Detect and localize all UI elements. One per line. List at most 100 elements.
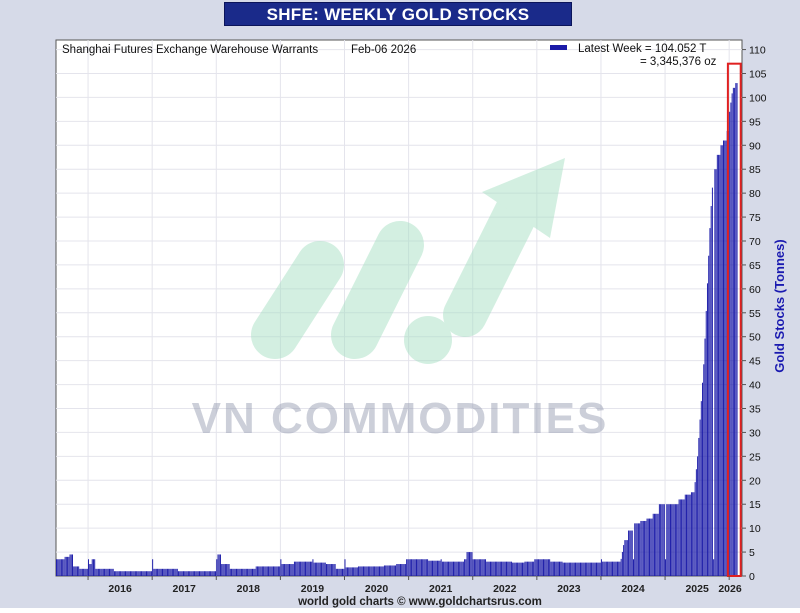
data-bar: [148, 571, 150, 576]
data-bar: [687, 494, 689, 576]
data-bar: [655, 513, 657, 576]
data-bar: [364, 566, 366, 576]
data-bar: [597, 562, 599, 576]
data-bar: [63, 559, 65, 576]
data-bar: [660, 504, 662, 576]
data-bar: [339, 568, 341, 576]
data-bar: [419, 559, 421, 576]
chart-title: SHFE: WEEKLY GOLD STOCKS: [266, 5, 530, 24]
data-bar: [57, 559, 59, 576]
data-bar: [229, 568, 231, 576]
data-bar: [602, 561, 604, 576]
y-tick-label: 60: [749, 284, 761, 296]
data-bar: [216, 559, 218, 576]
data-bar: [502, 561, 504, 576]
data-bar: [249, 568, 251, 576]
data-bar: [561, 561, 563, 576]
data-bar: [226, 564, 228, 576]
y-tick-label: 25: [749, 451, 761, 463]
data-bar: [233, 568, 235, 576]
data-bar: [328, 564, 330, 576]
data-bar: [252, 568, 253, 576]
data-bar: [731, 93, 733, 576]
data-bar: [454, 561, 456, 576]
data-bar: [441, 561, 443, 576]
data-bar: [97, 568, 99, 576]
data-bar: [566, 562, 568, 576]
data-bar: [633, 559, 634, 576]
data-bar: [302, 561, 304, 576]
data-bar: [700, 401, 702, 576]
latest-week-highlight: [726, 62, 742, 578]
data-bar: [222, 564, 224, 576]
data-bar: [482, 559, 484, 576]
data-bar: [551, 561, 553, 576]
data-bar: [181, 571, 183, 576]
data-bar: [581, 562, 583, 576]
data-bar: [337, 568, 339, 576]
data-bar: [142, 571, 144, 576]
data-bar: [237, 568, 239, 576]
data-bar: [191, 571, 193, 576]
data-bar: [359, 566, 361, 576]
data-bar: [483, 559, 485, 576]
data-bar: [724, 140, 726, 576]
bar-series: [56, 83, 738, 577]
data-bar: [510, 561, 512, 576]
data-bar: [571, 562, 573, 576]
data-bar: [335, 568, 337, 576]
data-bar: [360, 566, 362, 576]
data-bar: [620, 558, 622, 576]
data-bar: [322, 562, 324, 576]
data-bar: [544, 559, 546, 576]
data-bar: [588, 562, 590, 576]
data-bar: [187, 571, 189, 576]
data-bar: [609, 561, 611, 576]
data-bar: [729, 111, 731, 577]
data-bar: [391, 565, 393, 576]
data-bar: [533, 561, 535, 576]
data-bar: [348, 567, 350, 576]
data-bar: [508, 561, 510, 576]
data-bar: [110, 568, 112, 576]
data-bar: [163, 568, 165, 576]
data-bar: [413, 559, 415, 576]
data-bar: [367, 566, 369, 576]
data-bar: [594, 562, 596, 576]
data-bar: [607, 561, 609, 576]
data-bar: [255, 566, 257, 576]
y-tick-label: 55: [749, 308, 761, 320]
data-bar: [372, 566, 374, 576]
data-bar: [94, 559, 96, 576]
data-bar: [402, 564, 404, 576]
data-bar: [366, 566, 368, 576]
data-bar: [265, 566, 267, 576]
data-bar: [540, 559, 542, 576]
data-bar: [56, 559, 57, 576]
data-bar: [254, 568, 256, 576]
data-bar: [519, 562, 521, 576]
data-bar: [568, 562, 570, 576]
data-bar: [59, 559, 61, 576]
data-bar: [711, 187, 713, 576]
x-tick-label: 2017: [173, 583, 197, 595]
data-bar: [538, 559, 540, 576]
data-bar: [317, 562, 319, 576]
data-bar: [526, 561, 528, 576]
data-bar: [155, 568, 157, 576]
data-bar: [573, 562, 575, 576]
data-bar: [710, 206, 712, 576]
data-bar: [290, 564, 292, 576]
data-bar: [636, 523, 638, 576]
data-bar: [613, 561, 615, 576]
data-bar: [149, 571, 151, 576]
y-tick-label: 45: [749, 356, 761, 368]
data-bar: [514, 562, 516, 576]
data-bar: [217, 554, 219, 576]
data-bar: [470, 552, 472, 576]
data-bar: [293, 561, 295, 576]
data-bar: [720, 145, 722, 577]
data-bar: [370, 566, 372, 576]
data-bar: [106, 568, 108, 576]
data-bar: [236, 568, 237, 576]
